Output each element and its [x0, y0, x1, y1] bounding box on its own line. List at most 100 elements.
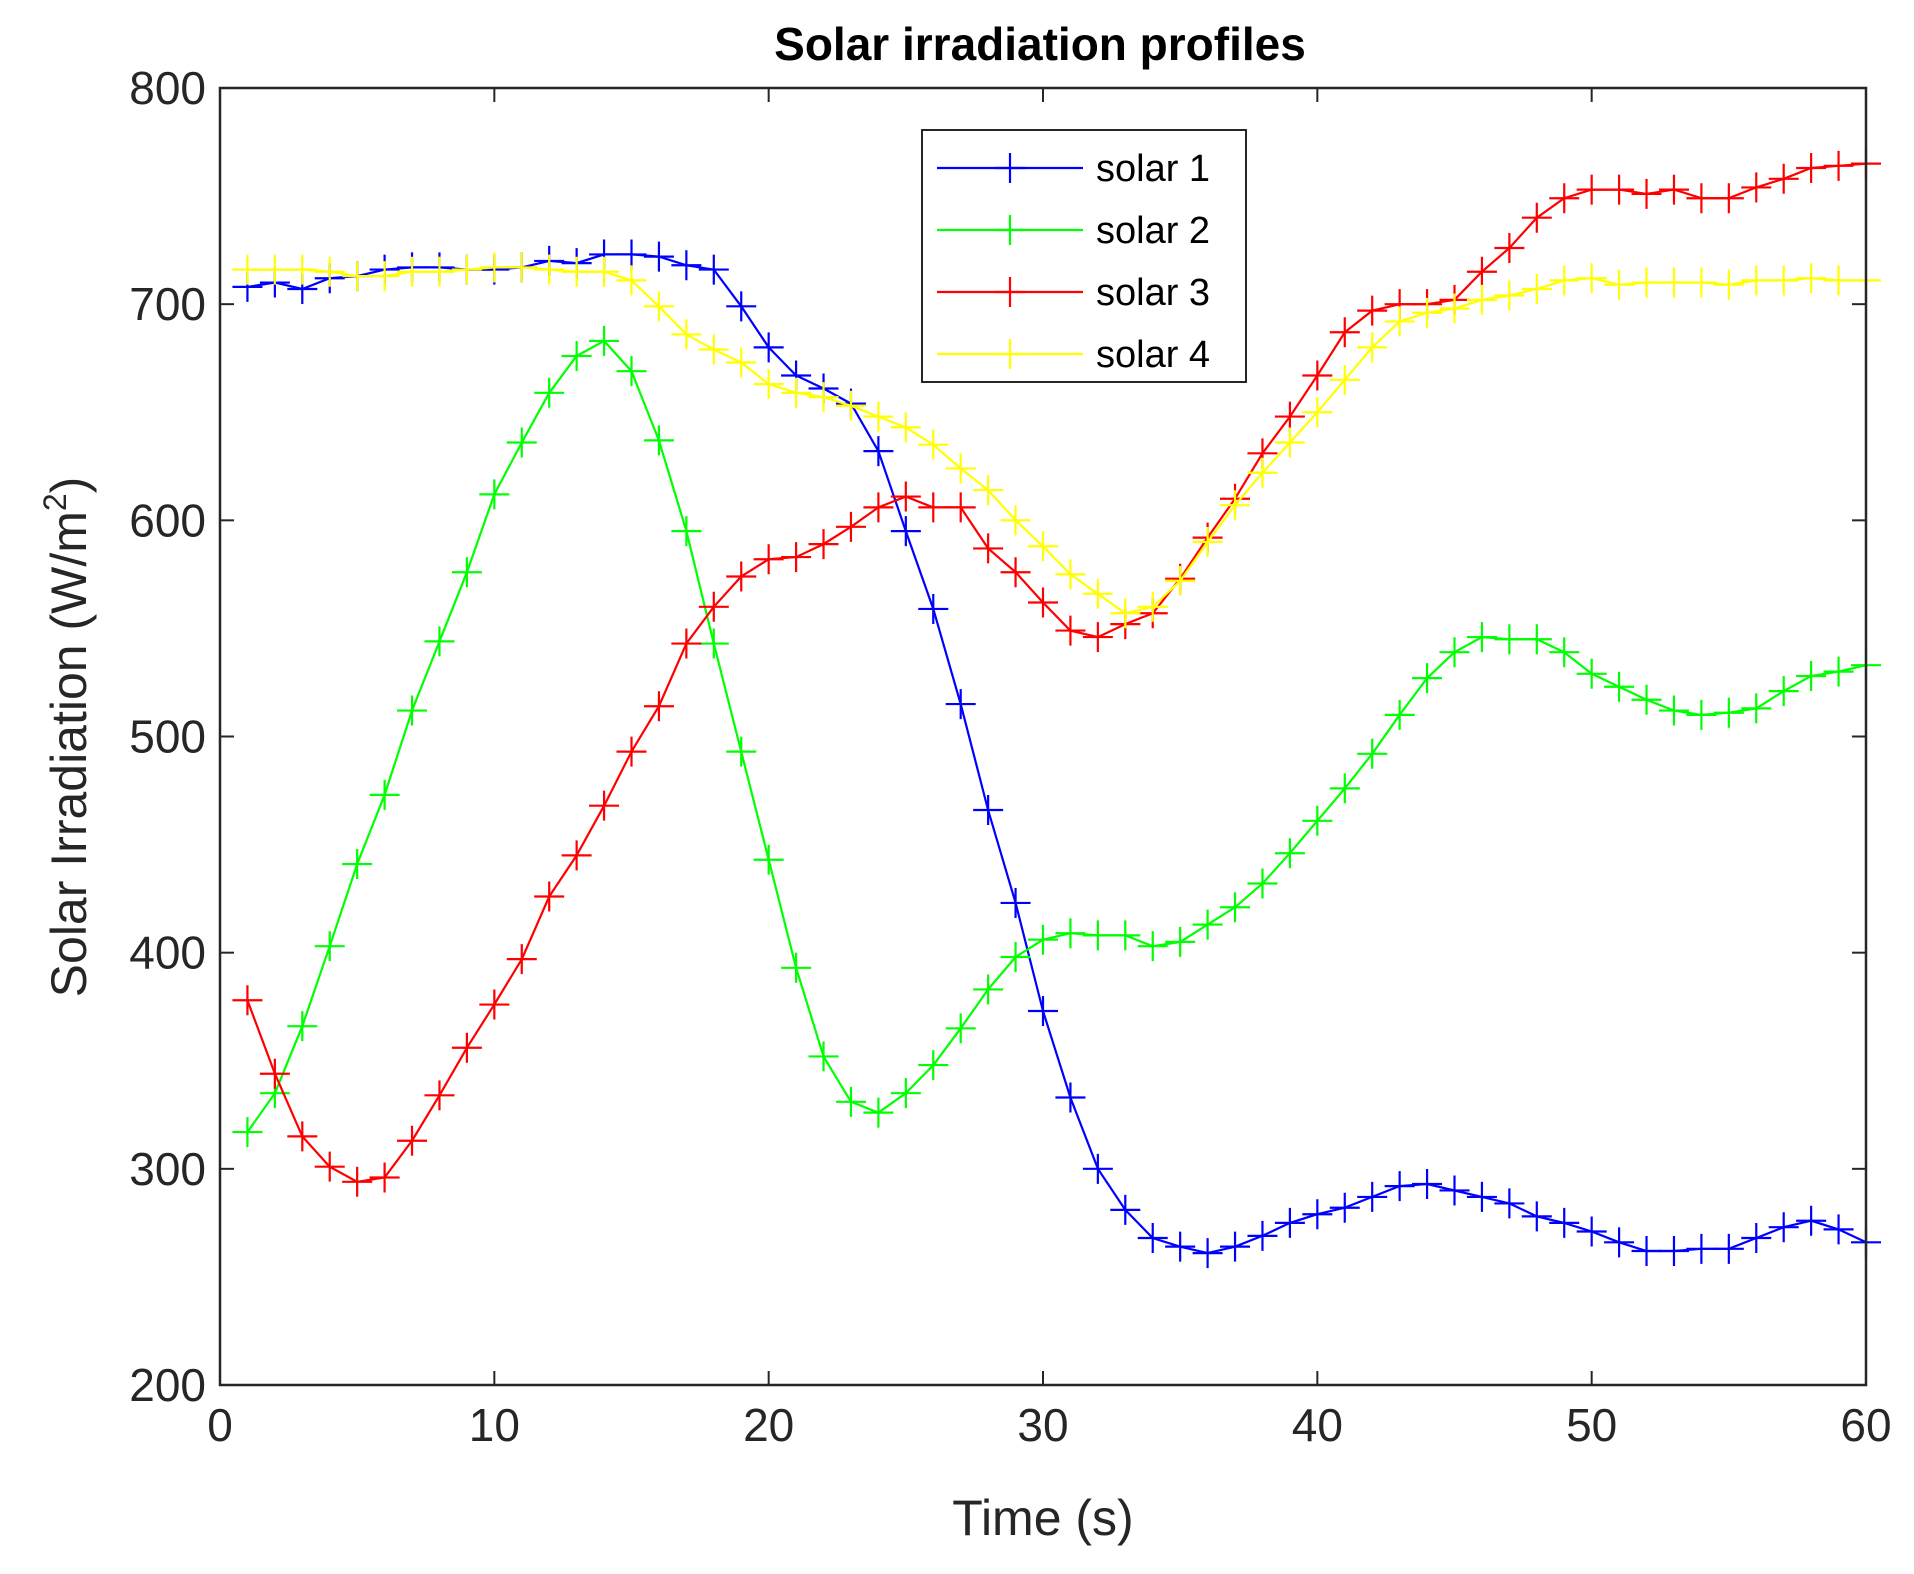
data-point-marker [506, 427, 537, 458]
legend-swatch-marker [995, 153, 1025, 183]
data-point-marker [1247, 1220, 1278, 1251]
data-point-marker [1494, 280, 1525, 311]
data-point-marker [1329, 364, 1360, 395]
legend-item: solar 3 [937, 272, 1210, 314]
data-point-marker [616, 356, 647, 387]
data-point-marker [1494, 232, 1525, 263]
legend-item: solar 1 [937, 148, 1210, 190]
data-point-marker [1741, 693, 1772, 724]
data-point-marker [369, 1162, 400, 1193]
data-point-marker [918, 1050, 949, 1081]
data-point-marker [1192, 909, 1223, 940]
data-point-marker [561, 341, 592, 372]
data-point-marker [973, 794, 1004, 825]
data-point-marker [1686, 183, 1717, 214]
data-point-marker [1823, 265, 1854, 296]
data-point-marker [863, 401, 894, 432]
data-point-marker [232, 254, 263, 285]
data-point-marker [1137, 1223, 1168, 1254]
data-point-marker [259, 254, 290, 285]
data-point-marker [1274, 401, 1305, 432]
data-point-marker [1741, 1223, 1772, 1254]
data-point-marker [835, 1086, 866, 1117]
data-point-marker [1658, 1235, 1689, 1266]
data-point-marker [1521, 274, 1552, 305]
data-point-marker [671, 628, 702, 659]
data-point-marker [342, 849, 373, 880]
data-point-marker [973, 533, 1004, 564]
legend-item: solar 2 [937, 210, 1210, 252]
data-point-marker [1494, 1188, 1525, 1219]
data-point-marker [1274, 1207, 1305, 1238]
legend-box [921, 129, 1247, 383]
data-point-marker [1220, 892, 1251, 923]
data-point-marker [1713, 183, 1744, 214]
data-point-marker [1796, 660, 1827, 691]
data-point-marker [1082, 920, 1113, 951]
data-point-marker [1796, 1205, 1827, 1236]
data-point-marker [314, 1151, 345, 1182]
data-point-marker [753, 369, 784, 400]
data-point-marker [945, 453, 976, 484]
data-point-marker [753, 844, 784, 875]
data-point-marker [698, 254, 729, 285]
data-point-marker [1439, 637, 1470, 668]
y-axis-title-superscript: 2 [37, 493, 73, 511]
data-point-marker [506, 944, 537, 975]
data-point-marker [1302, 805, 1333, 836]
data-point-marker [397, 695, 428, 726]
data-point-marker [342, 261, 373, 292]
data-point-marker [479, 252, 510, 283]
data-point-marker [561, 256, 592, 287]
data-point-marker [1604, 1227, 1635, 1258]
data-point-marker [1741, 172, 1772, 203]
data-point-marker [1631, 1235, 1662, 1266]
data-point-marker [918, 593, 949, 624]
data-point-marker [534, 377, 565, 408]
data-point-marker [479, 479, 510, 510]
y-axis-title-main: Solar Irradiation (W/m [41, 511, 97, 997]
data-point-marker [1768, 676, 1799, 707]
data-point-marker [287, 1011, 318, 1042]
data-point-marker [918, 492, 949, 523]
legend-item: solar 4 [937, 334, 1210, 376]
y-tick-label: 500 [129, 711, 206, 763]
data-point-marker [616, 265, 647, 296]
data-point-marker [1357, 295, 1388, 326]
data-point-marker [1768, 1212, 1799, 1243]
y-tick-label: 700 [129, 278, 206, 330]
data-point-marker [1384, 1171, 1415, 1202]
data-point-marker [698, 591, 729, 622]
x-tick-label: 0 [207, 1399, 233, 1451]
data-point-marker [451, 254, 482, 285]
data-point-marker [1576, 658, 1607, 689]
data-point-marker [1631, 267, 1662, 298]
series-line [246, 339, 1867, 1133]
data-point-marker [643, 241, 674, 272]
data-point-marker [1768, 163, 1799, 194]
y-tick-label: 400 [129, 927, 206, 979]
data-point-marker [973, 475, 1004, 506]
y-axis-title: Solar Irradiation (W/m2) [37, 477, 97, 998]
series-layer [232, 148, 1881, 1269]
data-point-marker [1658, 174, 1689, 205]
y-tick-label: 200 [129, 1359, 206, 1411]
data-point-marker [287, 1121, 318, 1152]
data-point-marker [451, 557, 482, 588]
data-point-marker [1110, 1194, 1141, 1225]
data-point-marker [1412, 1168, 1443, 1199]
data-point-marker [945, 492, 976, 523]
x-tick-label: 20 [743, 1399, 794, 1451]
y-tick-label: 800 [129, 62, 206, 114]
data-point-marker [1192, 1238, 1223, 1269]
data-point-marker [589, 325, 620, 356]
data-point-marker [1000, 887, 1031, 918]
data-point-marker [671, 319, 702, 350]
data-point-marker [1604, 671, 1635, 702]
data-point-marker [1329, 317, 1360, 348]
data-point-marker [1713, 697, 1744, 728]
data-point-marker [616, 239, 647, 270]
data-point-marker [1576, 263, 1607, 294]
data-point-marker [1028, 924, 1058, 955]
